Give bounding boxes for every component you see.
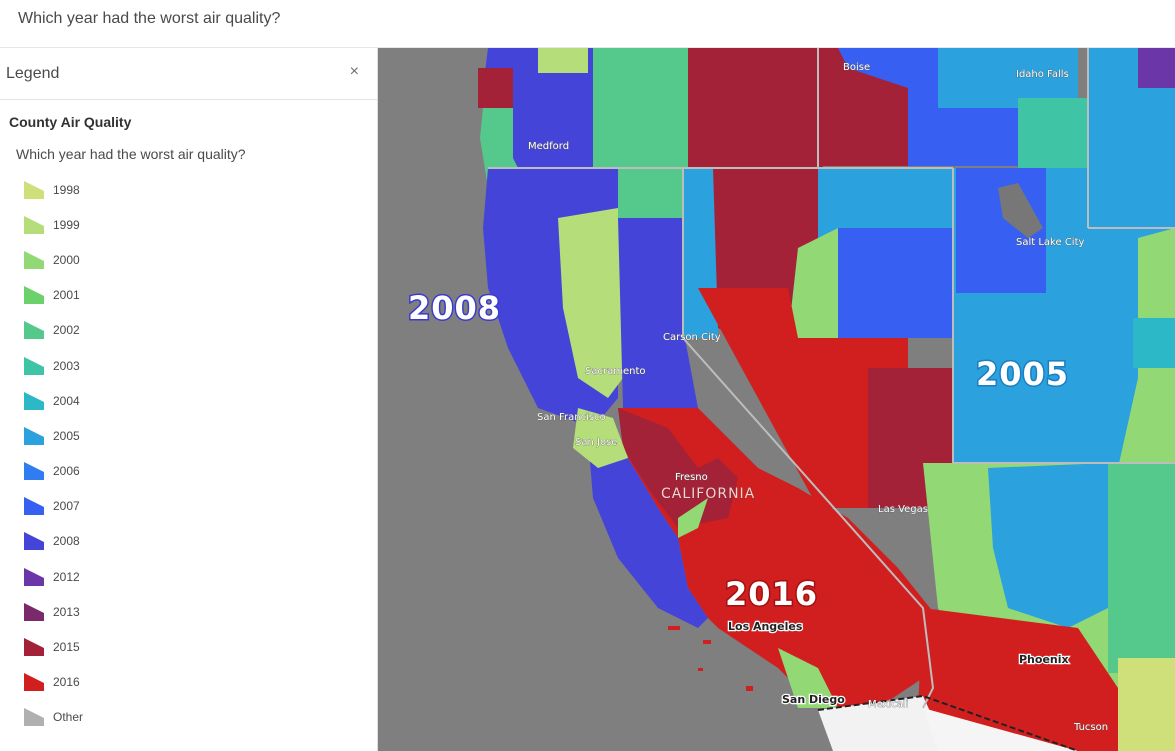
layer-title: County Air Quality <box>9 114 132 130</box>
map-question-title: Which year had the worst air quality? <box>18 10 281 27</box>
legend-item-label: 2005 <box>53 428 80 443</box>
city-fresno: Fresno <box>675 472 708 483</box>
legend-item: 2006 <box>22 454 83 489</box>
legend-swatch <box>22 566 46 588</box>
legend-item-label: 1999 <box>53 217 80 232</box>
city-salt-lake-city: Salt Lake City <box>1016 237 1085 248</box>
legend-item-label: 2001 <box>53 288 80 303</box>
legend-item-label: Other <box>53 710 84 725</box>
city-medford: Medford <box>528 141 569 152</box>
field-title: Which year had the worst air quality? <box>16 146 246 162</box>
annotation-2005: 2005 <box>976 355 1069 393</box>
city-phoenix: Phoenix <box>1019 653 1069 666</box>
legend-title: Legend <box>6 65 60 82</box>
city-idaho-falls: Idaho Falls <box>1016 69 1069 80</box>
city-los-angeles: Los Angeles <box>728 620 803 633</box>
legend-swatch <box>22 706 46 728</box>
top-bar: Which year had the worst air quality? <box>0 0 1175 48</box>
annotation-2008: 2008 <box>408 289 501 327</box>
legend-swatch <box>22 636 46 658</box>
legend-item: 2016 <box>22 665 83 700</box>
legend-item: 2008 <box>22 524 83 559</box>
legend-swatch <box>22 425 46 447</box>
legend-item: Other <box>22 700 83 735</box>
city-mexicali: Mexicali <box>868 699 908 710</box>
city-carson-city: Carson City <box>663 332 721 343</box>
legend-item: 2007 <box>22 489 83 524</box>
legend-swatch <box>22 390 46 412</box>
legend-item: 2012 <box>22 559 83 594</box>
legend-item: 2000 <box>22 242 83 277</box>
legend-item-label: 2002 <box>53 323 80 338</box>
city-sacramento: Sacramento <box>585 366 645 377</box>
legend-item: 1999 <box>22 207 83 242</box>
legend-header: Legend × <box>0 48 377 100</box>
legend-swatch <box>22 319 46 341</box>
map-view[interactable]: 2008 2005 2016 CALIFORNIA Boise Idaho Fa… <box>378 48 1175 751</box>
legend-item: 2015 <box>22 629 83 664</box>
city-san-francisco: San Francisco <box>537 412 606 423</box>
legend-swatch <box>22 284 46 306</box>
legend-item-label: 2012 <box>53 569 80 584</box>
legend-item: 2003 <box>22 348 83 383</box>
map-canvas[interactable]: 2008 2005 2016 CALIFORNIA Boise Idaho Fa… <box>378 48 1175 751</box>
legend-item: 2004 <box>22 383 83 418</box>
legend-swatch <box>22 671 46 693</box>
legend-item-label: 2013 <box>53 604 80 619</box>
legend-swatch <box>22 179 46 201</box>
legend-swatch <box>22 530 46 552</box>
city-las-vegas: Las Vegas <box>878 504 928 515</box>
legend-item: 2002 <box>22 313 83 348</box>
city-tucson: Tucson <box>1073 722 1108 733</box>
legend-item-label: 1998 <box>53 182 80 197</box>
legend-item-label: 2006 <box>53 464 80 479</box>
state-label-california: CALIFORNIA <box>661 486 755 502</box>
legend-item-label: 2007 <box>53 499 80 514</box>
legend-panel: Legend × County Air Quality Which year h… <box>0 48 378 751</box>
legend-item: 2001 <box>22 278 83 313</box>
legend-item-label: 2000 <box>53 252 80 267</box>
legend-item-label: 2016 <box>53 675 80 690</box>
legend-swatch <box>22 495 46 517</box>
legend-swatch <box>22 355 46 377</box>
legend-swatch <box>22 601 46 623</box>
legend-swatch <box>22 249 46 271</box>
legend-items: 1998 1999 2000 2001 2002 2003 2004 2005 2006 2007… <box>22 172 83 735</box>
legend-item-label: 2003 <box>53 358 80 373</box>
legend-swatch <box>22 214 46 236</box>
annotation-2016: 2016 <box>725 575 818 613</box>
city-san-diego: San Diego <box>782 693 845 706</box>
city-boise: Boise <box>843 62 870 73</box>
legend-item: 2005 <box>22 418 83 453</box>
legend-item-label: 2015 <box>53 640 80 655</box>
legend-item-label: 2008 <box>53 534 80 549</box>
legend-item: 2013 <box>22 594 83 629</box>
legend-item-label: 2004 <box>53 393 80 408</box>
city-san-jose: San Jose <box>575 437 617 448</box>
legend-item: 1998 <box>22 172 83 207</box>
legend-swatch <box>22 460 46 482</box>
close-icon[interactable]: × <box>349 63 359 80</box>
